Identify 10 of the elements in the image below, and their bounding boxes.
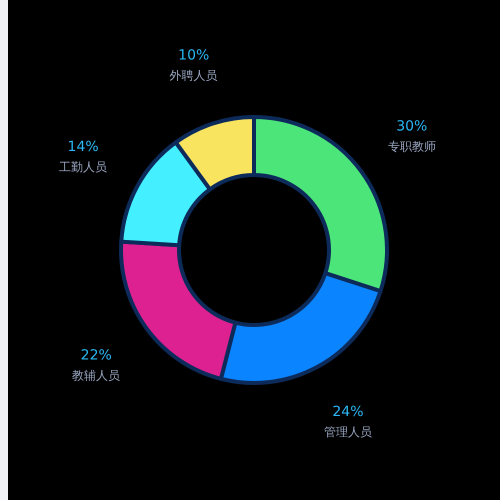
- data-label: 24%: [332, 404, 364, 420]
- data-label: 22%: [80, 348, 112, 364]
- slice-label: 教辅人员: [72, 368, 120, 383]
- slice-label: 专职教师: [388, 139, 436, 154]
- slice-label: 外聘人员: [170, 68, 218, 83]
- data-label: 10%: [178, 48, 210, 64]
- data-label: 14%: [68, 139, 99, 156]
- data-label: 30%: [396, 118, 428, 134]
- slice-label: 管理人员: [324, 424, 372, 439]
- slice-label: 工勤人员: [59, 160, 108, 174]
